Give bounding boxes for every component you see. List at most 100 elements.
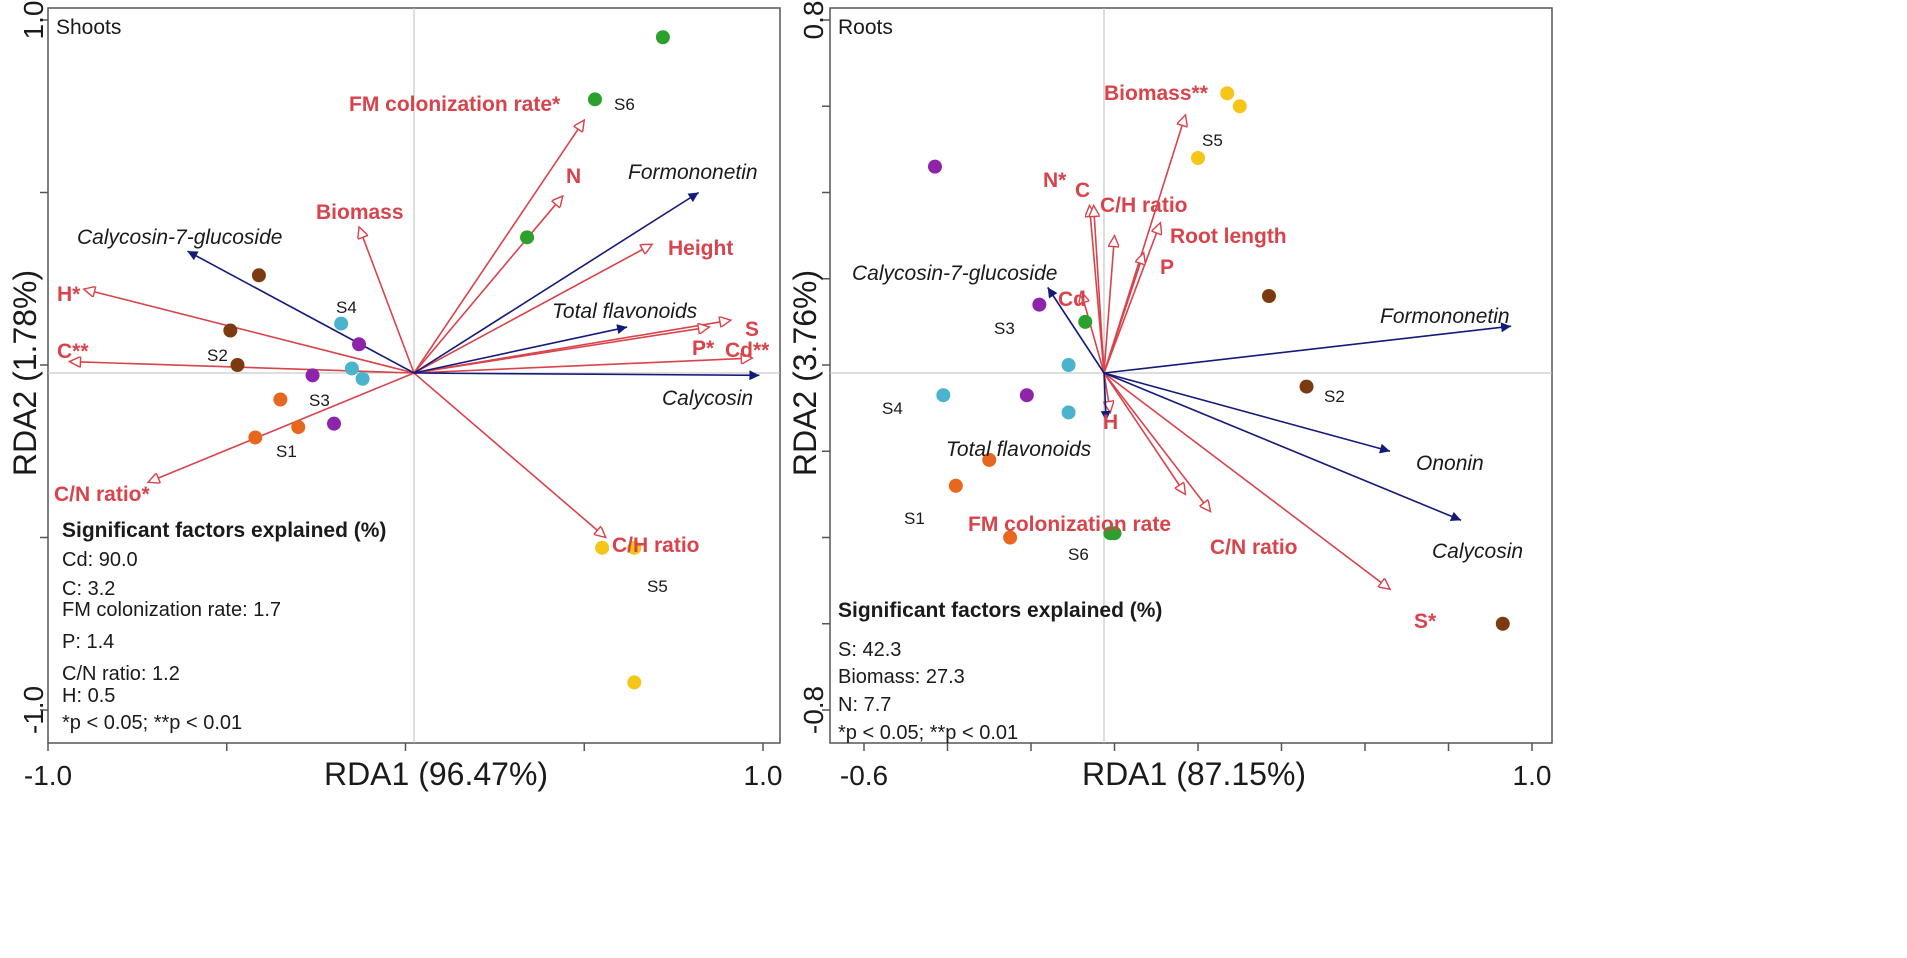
roots-x-axis-label: RDA1 (87.15%): [1082, 756, 1306, 792]
roots-flavonoid-arrow: [1103, 372, 1391, 454]
shoots-red-vectors: [69, 120, 752, 537]
roots-vector-label: P: [1160, 256, 1174, 279]
shoots-sample-label: S3: [309, 391, 330, 410]
shoots-vector-label: C**: [57, 340, 89, 363]
roots-summary-line: N: 7.7: [838, 694, 891, 716]
shoots-panel-title: Shoots: [56, 16, 121, 39]
shoots-summary-line: C/N ratio: 1.2: [62, 663, 180, 685]
roots-sample-point: [936, 388, 951, 403]
shoots-sample-point: [305, 368, 320, 383]
shoots-factor-arrow: [413, 372, 606, 538]
roots-flavonoid-arrow: [1047, 286, 1105, 374]
roots-red-vectors: [1081, 115, 1390, 589]
shoots-vector-label: C/H ratio: [612, 534, 700, 557]
roots-summary-line: Biomass: 27.3: [838, 666, 965, 688]
roots-vector-label: Calycosin-7-glucoside: [852, 262, 1057, 285]
roots-vector-label: Ononin: [1416, 452, 1484, 475]
shoots-y-axis-label: RDA2 (1.78%): [7, 270, 43, 476]
roots-factor-arrow: [1103, 253, 1144, 374]
shoots-summary-line: C: 3.2: [62, 578, 115, 600]
shoots-y-tick-label: 1.0: [18, 1, 49, 40]
shoots-sample-point: [595, 540, 610, 555]
roots-sample-point: [1299, 379, 1314, 394]
roots-factor-arrow: [1103, 372, 1211, 512]
roots-sample-point: [1003, 530, 1018, 545]
shoots-sample-point: [520, 230, 535, 245]
roots-sample-point: [1019, 388, 1034, 403]
shoots-vector-label: Cd**: [725, 339, 770, 362]
roots-flavonoid-arrow: [1103, 372, 1462, 522]
shoots-sample-point: [627, 675, 642, 690]
shoots-vector-label: C/N ratio*: [54, 483, 151, 506]
shoots-vector-label: P*: [692, 337, 715, 360]
shoots-x-tick-label: 1.0: [744, 760, 783, 791]
roots-flavonoid-arrow: [1103, 322, 1512, 374]
shoots-sample-point: [334, 316, 349, 331]
roots-panel-title: Roots: [838, 16, 893, 39]
roots-sample-label: S3: [994, 319, 1015, 338]
roots-points: [927, 86, 1510, 631]
roots-sample-point: [1495, 616, 1510, 631]
roots-sample-label: S5: [1202, 131, 1223, 150]
shoots-vector-label: Formononetin: [628, 161, 758, 184]
shoots-sample-point: [251, 268, 266, 283]
shoots-sample-point: [655, 30, 670, 45]
shoots-sample-label: S5: [647, 577, 668, 596]
roots-sample-point: [1261, 289, 1276, 303]
shoots-sample-point: [291, 420, 306, 435]
roots-factor-arrow: [1103, 223, 1160, 374]
shoots-factor-arrow: [413, 196, 563, 374]
shoots-factor-arrow: [413, 327, 709, 374]
roots-ticks: [822, 19, 1533, 751]
roots-vector-label: Formononetin: [1380, 305, 1510, 328]
roots-sample-point: [982, 452, 997, 467]
shoots-factor-arrow: [148, 372, 415, 482]
shoots-vector-label: FM colonization rate*: [349, 93, 561, 116]
roots-sample-point: [1232, 99, 1247, 114]
shoots-sample-label: S2: [207, 346, 228, 365]
roots-sample-point: [1061, 358, 1076, 372]
shoots-vector-label: N: [566, 165, 581, 188]
shoots-vector-label: Calycosin-7-glucoside: [77, 226, 282, 249]
shoots-summary-title: Significant factors explained (%): [62, 519, 386, 542]
shoots-sample-point: [355, 371, 370, 386]
roots-vector-label: Cd: [1058, 288, 1086, 311]
roots-sample-label: S2: [1324, 387, 1345, 406]
roots-vector-label: C: [1075, 179, 1090, 202]
shoots-flavonoid-arrow: [413, 191, 700, 374]
shoots-factor-arrow: [413, 120, 584, 374]
shoots-sample-point: [230, 358, 245, 372]
roots-vector-label: Total flavonoids: [946, 438, 1092, 461]
shoots-sample-label: S4: [336, 298, 357, 317]
roots-vector-label: H: [1103, 411, 1118, 434]
shoots-vector-label: Calycosin: [662, 387, 753, 410]
shoots-sample-label: S6: [614, 95, 635, 114]
shoots-vector-label: Biomass: [316, 201, 404, 224]
roots-factor-arrow: [1103, 372, 1185, 494]
shoots-vector-label: Total flavonoids: [552, 300, 698, 323]
roots-y-tick-label: -0.8: [798, 686, 829, 734]
shoots-flavonoid-arrow: [187, 250, 415, 374]
roots-vector-label: Biomass**: [1104, 82, 1209, 105]
shoots-summary-line: Cd: 90.0: [62, 549, 138, 571]
shoots-factor-arrow: [413, 244, 652, 374]
shoots-significance-note: *p < 0.05; **p < 0.01: [62, 712, 242, 734]
roots-vector-label: C/N ratio: [1210, 536, 1298, 559]
panel-roots: Roots -0.6 1.0 0.8 -0.8 RDA1 (87.15%) RD…: [787, 1, 1553, 792]
shoots-sample-label: S1: [276, 442, 297, 461]
roots-sample-point: [948, 478, 963, 493]
shoots-x-axis-label: RDA1 (96.47%): [324, 756, 548, 792]
roots-x-tick-label: 1.0: [1513, 760, 1552, 791]
roots-blue-vectors: [1047, 286, 1512, 522]
roots-vector-label: FM colonization rate: [968, 513, 1171, 536]
shoots-x-tick-label: -1.0: [24, 760, 72, 791]
shoots-vector-label: H*: [57, 283, 81, 306]
roots-significance-note: *p < 0.05; **p < 0.01: [838, 722, 1018, 744]
roots-vector-label: N*: [1043, 169, 1067, 192]
shoots-ticks: [40, 19, 764, 751]
roots-x-tick-label: -0.6: [840, 760, 888, 791]
roots-factor-arrow: [1094, 205, 1105, 374]
shoots-factor-arrow: [359, 227, 415, 374]
shoots-sample-point: [627, 540, 642, 555]
